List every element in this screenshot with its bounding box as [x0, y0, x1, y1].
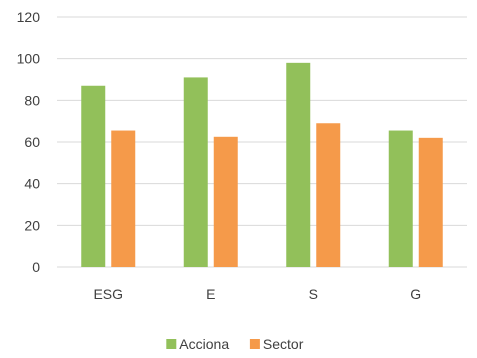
bars	[81, 62, 443, 268]
x-tick-label: E	[206, 286, 215, 302]
legend-item-acciona: Acciona	[166, 336, 229, 352]
x-tick-label: ESG	[93, 286, 123, 302]
bar-sector-esg	[111, 130, 136, 267]
y-tick-label: 40	[24, 176, 40, 192]
bar-acciona-e	[183, 77, 208, 268]
legend-swatch	[249, 339, 260, 349]
x-tick-label: G	[410, 286, 421, 302]
legend-label: Sector	[263, 336, 304, 352]
bar-acciona-esg	[81, 85, 106, 267]
y-tick-label: 80	[24, 92, 40, 108]
x-tick-label: S	[309, 286, 318, 302]
bar-acciona-g	[388, 130, 413, 267]
bar-acciona-s	[286, 62, 311, 268]
legend-swatch	[166, 339, 177, 349]
y-tick-label: 20	[24, 217, 40, 233]
legend: Acciona Sector	[166, 336, 304, 352]
legend-item-sector: Sector	[249, 336, 304, 352]
y-tick-label: 0	[32, 259, 40, 275]
y-tick-label: 60	[24, 134, 40, 150]
bar-sector-s	[316, 123, 341, 267]
y-tick-label: 100	[17, 51, 41, 67]
legend-label: Acciona	[179, 336, 229, 352]
bar-sector-g	[418, 137, 443, 267]
y-tick-label: 120	[17, 9, 41, 25]
bar-sector-e	[213, 136, 238, 267]
